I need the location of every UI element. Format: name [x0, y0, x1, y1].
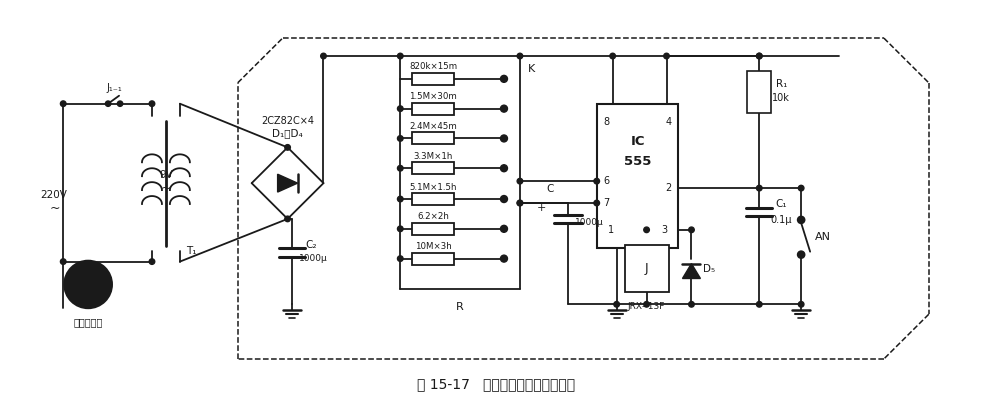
Text: 555: 555 — [624, 155, 652, 168]
Circle shape — [501, 105, 508, 112]
Text: 6.2×2h: 6.2×2h — [418, 212, 449, 221]
Text: 1000μ: 1000μ — [575, 219, 604, 228]
Bar — [413, 223, 454, 235]
Circle shape — [105, 101, 110, 106]
Circle shape — [517, 200, 523, 206]
Text: 1.5M×30m: 1.5M×30m — [410, 92, 457, 101]
Circle shape — [398, 136, 403, 141]
Circle shape — [757, 53, 762, 59]
Circle shape — [501, 225, 508, 232]
Circle shape — [614, 302, 619, 307]
Circle shape — [517, 53, 523, 59]
Circle shape — [501, 195, 508, 203]
Bar — [413, 73, 454, 85]
Text: C: C — [547, 184, 554, 194]
Circle shape — [398, 256, 403, 261]
Text: ~: ~ — [161, 182, 172, 195]
Text: 3.3M×1h: 3.3M×1h — [414, 152, 453, 161]
Polygon shape — [682, 264, 700, 278]
Circle shape — [688, 227, 694, 232]
Bar — [625, 245, 669, 292]
Polygon shape — [278, 174, 298, 192]
Text: T₁: T₁ — [186, 246, 196, 256]
Text: K: K — [529, 64, 536, 74]
Text: 1000μ: 1000μ — [300, 254, 328, 263]
Circle shape — [398, 166, 403, 171]
Text: 2.4M×45m: 2.4M×45m — [410, 122, 457, 131]
Circle shape — [688, 302, 694, 307]
Circle shape — [501, 135, 508, 142]
Text: 8: 8 — [603, 116, 610, 127]
Circle shape — [118, 101, 123, 106]
Circle shape — [149, 259, 155, 265]
Text: 820k×15m: 820k×15m — [409, 62, 457, 72]
Text: 10k: 10k — [772, 93, 791, 103]
Circle shape — [285, 144, 291, 150]
Text: D₅: D₅ — [703, 264, 715, 274]
Text: IC: IC — [630, 135, 645, 148]
Circle shape — [799, 302, 804, 307]
Text: AN: AN — [815, 232, 831, 242]
Circle shape — [64, 260, 112, 308]
Bar — [413, 133, 454, 144]
Bar — [413, 193, 454, 205]
Text: J: J — [645, 262, 649, 275]
Circle shape — [798, 217, 805, 223]
Bar — [597, 104, 679, 248]
Circle shape — [501, 255, 508, 262]
Text: C₂: C₂ — [306, 240, 317, 250]
Text: 3: 3 — [662, 225, 668, 235]
Text: +: + — [538, 203, 547, 213]
Circle shape — [644, 302, 650, 307]
Circle shape — [517, 200, 523, 206]
Text: 2: 2 — [666, 183, 672, 193]
Circle shape — [149, 101, 155, 107]
Circle shape — [664, 53, 670, 59]
Text: J₁₋₁: J₁₋₁ — [106, 83, 122, 93]
Text: 9V: 9V — [159, 170, 173, 180]
Circle shape — [757, 302, 762, 307]
Circle shape — [757, 185, 762, 191]
Text: D₁～D₄: D₁～D₄ — [272, 129, 303, 138]
Circle shape — [398, 53, 403, 59]
Circle shape — [517, 178, 523, 184]
Circle shape — [594, 200, 599, 206]
Bar — [413, 253, 454, 265]
Circle shape — [644, 227, 650, 232]
Circle shape — [398, 106, 403, 112]
Text: 图 15-17   家电定时断电控制器电路: 图 15-17 家电定时断电控制器电路 — [417, 377, 575, 391]
Circle shape — [799, 185, 804, 191]
Text: 220V: 220V — [40, 190, 66, 200]
Text: 2CZ82C×4: 2CZ82C×4 — [261, 116, 314, 126]
Text: 用电器插座: 用电器插座 — [73, 317, 103, 327]
Text: 6: 6 — [603, 176, 610, 186]
Circle shape — [798, 251, 805, 258]
Text: R₁: R₁ — [776, 79, 787, 89]
Circle shape — [501, 165, 508, 172]
Circle shape — [757, 53, 762, 59]
Bar — [413, 162, 454, 174]
Text: 10M×3h: 10M×3h — [415, 242, 451, 251]
Text: 5.1M×1.5h: 5.1M×1.5h — [410, 183, 457, 192]
Text: 4: 4 — [666, 116, 672, 127]
Bar — [413, 103, 454, 115]
Circle shape — [320, 53, 326, 59]
Text: 1: 1 — [608, 225, 614, 235]
Circle shape — [610, 53, 615, 59]
Text: C₁: C₁ — [776, 199, 787, 209]
Circle shape — [398, 196, 403, 202]
Circle shape — [594, 178, 599, 184]
Text: R: R — [456, 302, 464, 312]
Text: JRX‒13F: JRX‒13F — [628, 302, 666, 311]
Circle shape — [398, 226, 403, 232]
Text: ~: ~ — [50, 201, 61, 214]
Text: 7: 7 — [603, 198, 610, 208]
Circle shape — [61, 259, 66, 265]
Circle shape — [61, 101, 66, 107]
Circle shape — [501, 75, 508, 82]
Text: 0.1μ: 0.1μ — [771, 215, 792, 225]
Circle shape — [285, 216, 291, 222]
Bar — [747, 71, 771, 113]
